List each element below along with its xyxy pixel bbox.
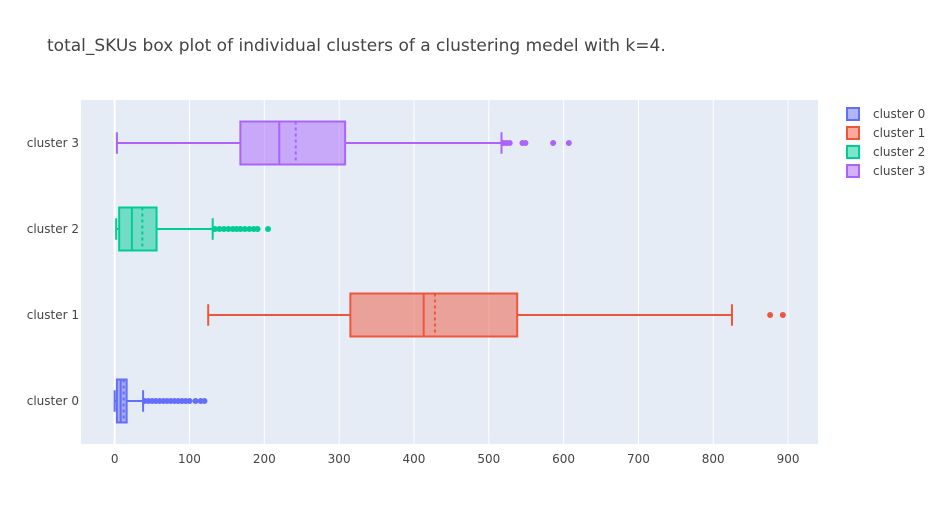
x-tick-label-300: 300: [328, 452, 351, 466]
iqr-box: [115, 378, 128, 424]
legend-label: cluster 3: [873, 164, 925, 178]
outlier-point-10: [254, 226, 261, 232]
outlier-point-7: [241, 226, 248, 232]
legend-label: cluster 0: [873, 107, 925, 121]
box-series: [113, 120, 786, 424]
x-tick-label-700: 700: [627, 452, 650, 466]
box-cluster-0: [113, 378, 208, 424]
legend-item-cluster-2[interactable]: cluster 2: [846, 145, 925, 159]
legend-item-cluster-0[interactable]: cluster 0: [846, 107, 925, 121]
outlier-point-2: [220, 226, 227, 232]
x-tick-label-200: 200: [253, 452, 276, 466]
outlier-point-15: [201, 398, 208, 404]
outlier-point-12: [186, 398, 193, 404]
x-tick-label-500: 500: [477, 452, 500, 466]
iqr-box: [239, 120, 347, 166]
outlier-point-3: [225, 226, 232, 232]
iqr-box: [118, 206, 158, 252]
x-tick-label-900: 900: [777, 452, 800, 466]
chart-title: total_SKUs box plot of individual cluste…: [47, 36, 666, 56]
x-tick-label-400: 400: [403, 452, 426, 466]
x-tick-label-0: 0: [111, 452, 119, 466]
y-category-label-1: cluster 1: [27, 308, 79, 322]
outlier-point-1: [779, 312, 786, 318]
x-tick-label-800: 800: [702, 452, 725, 466]
legend-swatch: [846, 126, 860, 140]
x-axis-ticks: 0 100 200 300 400 500 600 700 800 900: [111, 452, 800, 466]
legend-swatch: [846, 145, 860, 159]
box-cluster-3: [115, 120, 572, 166]
outlier-point-4: [522, 140, 529, 146]
outlier-point-2: [506, 140, 513, 146]
x-tick-label-100: 100: [178, 452, 201, 466]
legend-swatch: [846, 164, 860, 178]
iqr-box: [349, 292, 519, 338]
y-category-label-2: cluster 2: [27, 222, 79, 236]
y-axis-category-labels: cluster 0 cluster 1 cluster 2 cluster 3: [27, 136, 79, 408]
box-cluster-2: [115, 206, 272, 252]
legend-label: cluster 1: [873, 126, 925, 140]
outlier-point-13: [192, 398, 199, 404]
outlier-point-8: [246, 226, 253, 232]
y-category-label-0: cluster 0: [27, 394, 79, 408]
y-category-label-3: cluster 3: [27, 136, 79, 150]
outlier-point-0: [211, 226, 218, 232]
x-tick-label-600: 600: [552, 452, 575, 466]
legend-item-cluster-1[interactable]: cluster 1: [846, 126, 925, 140]
box-cluster-1: [207, 292, 786, 338]
legend[interactable]: cluster 0 cluster 1 cluster 2 cluster 3: [846, 107, 925, 178]
outlier-point-1: [216, 226, 223, 232]
plot-area: [81, 100, 818, 444]
legend-item-cluster-3[interactable]: cluster 3: [846, 164, 925, 178]
outlier-point-5: [550, 140, 557, 146]
legend-label: cluster 2: [873, 145, 925, 159]
outlier-point-0: [767, 312, 774, 318]
legend-swatch: [846, 107, 860, 121]
outlier-point-6: [565, 140, 572, 146]
outlier-point-11: [265, 226, 272, 232]
outlier-point-6: [237, 226, 244, 232]
